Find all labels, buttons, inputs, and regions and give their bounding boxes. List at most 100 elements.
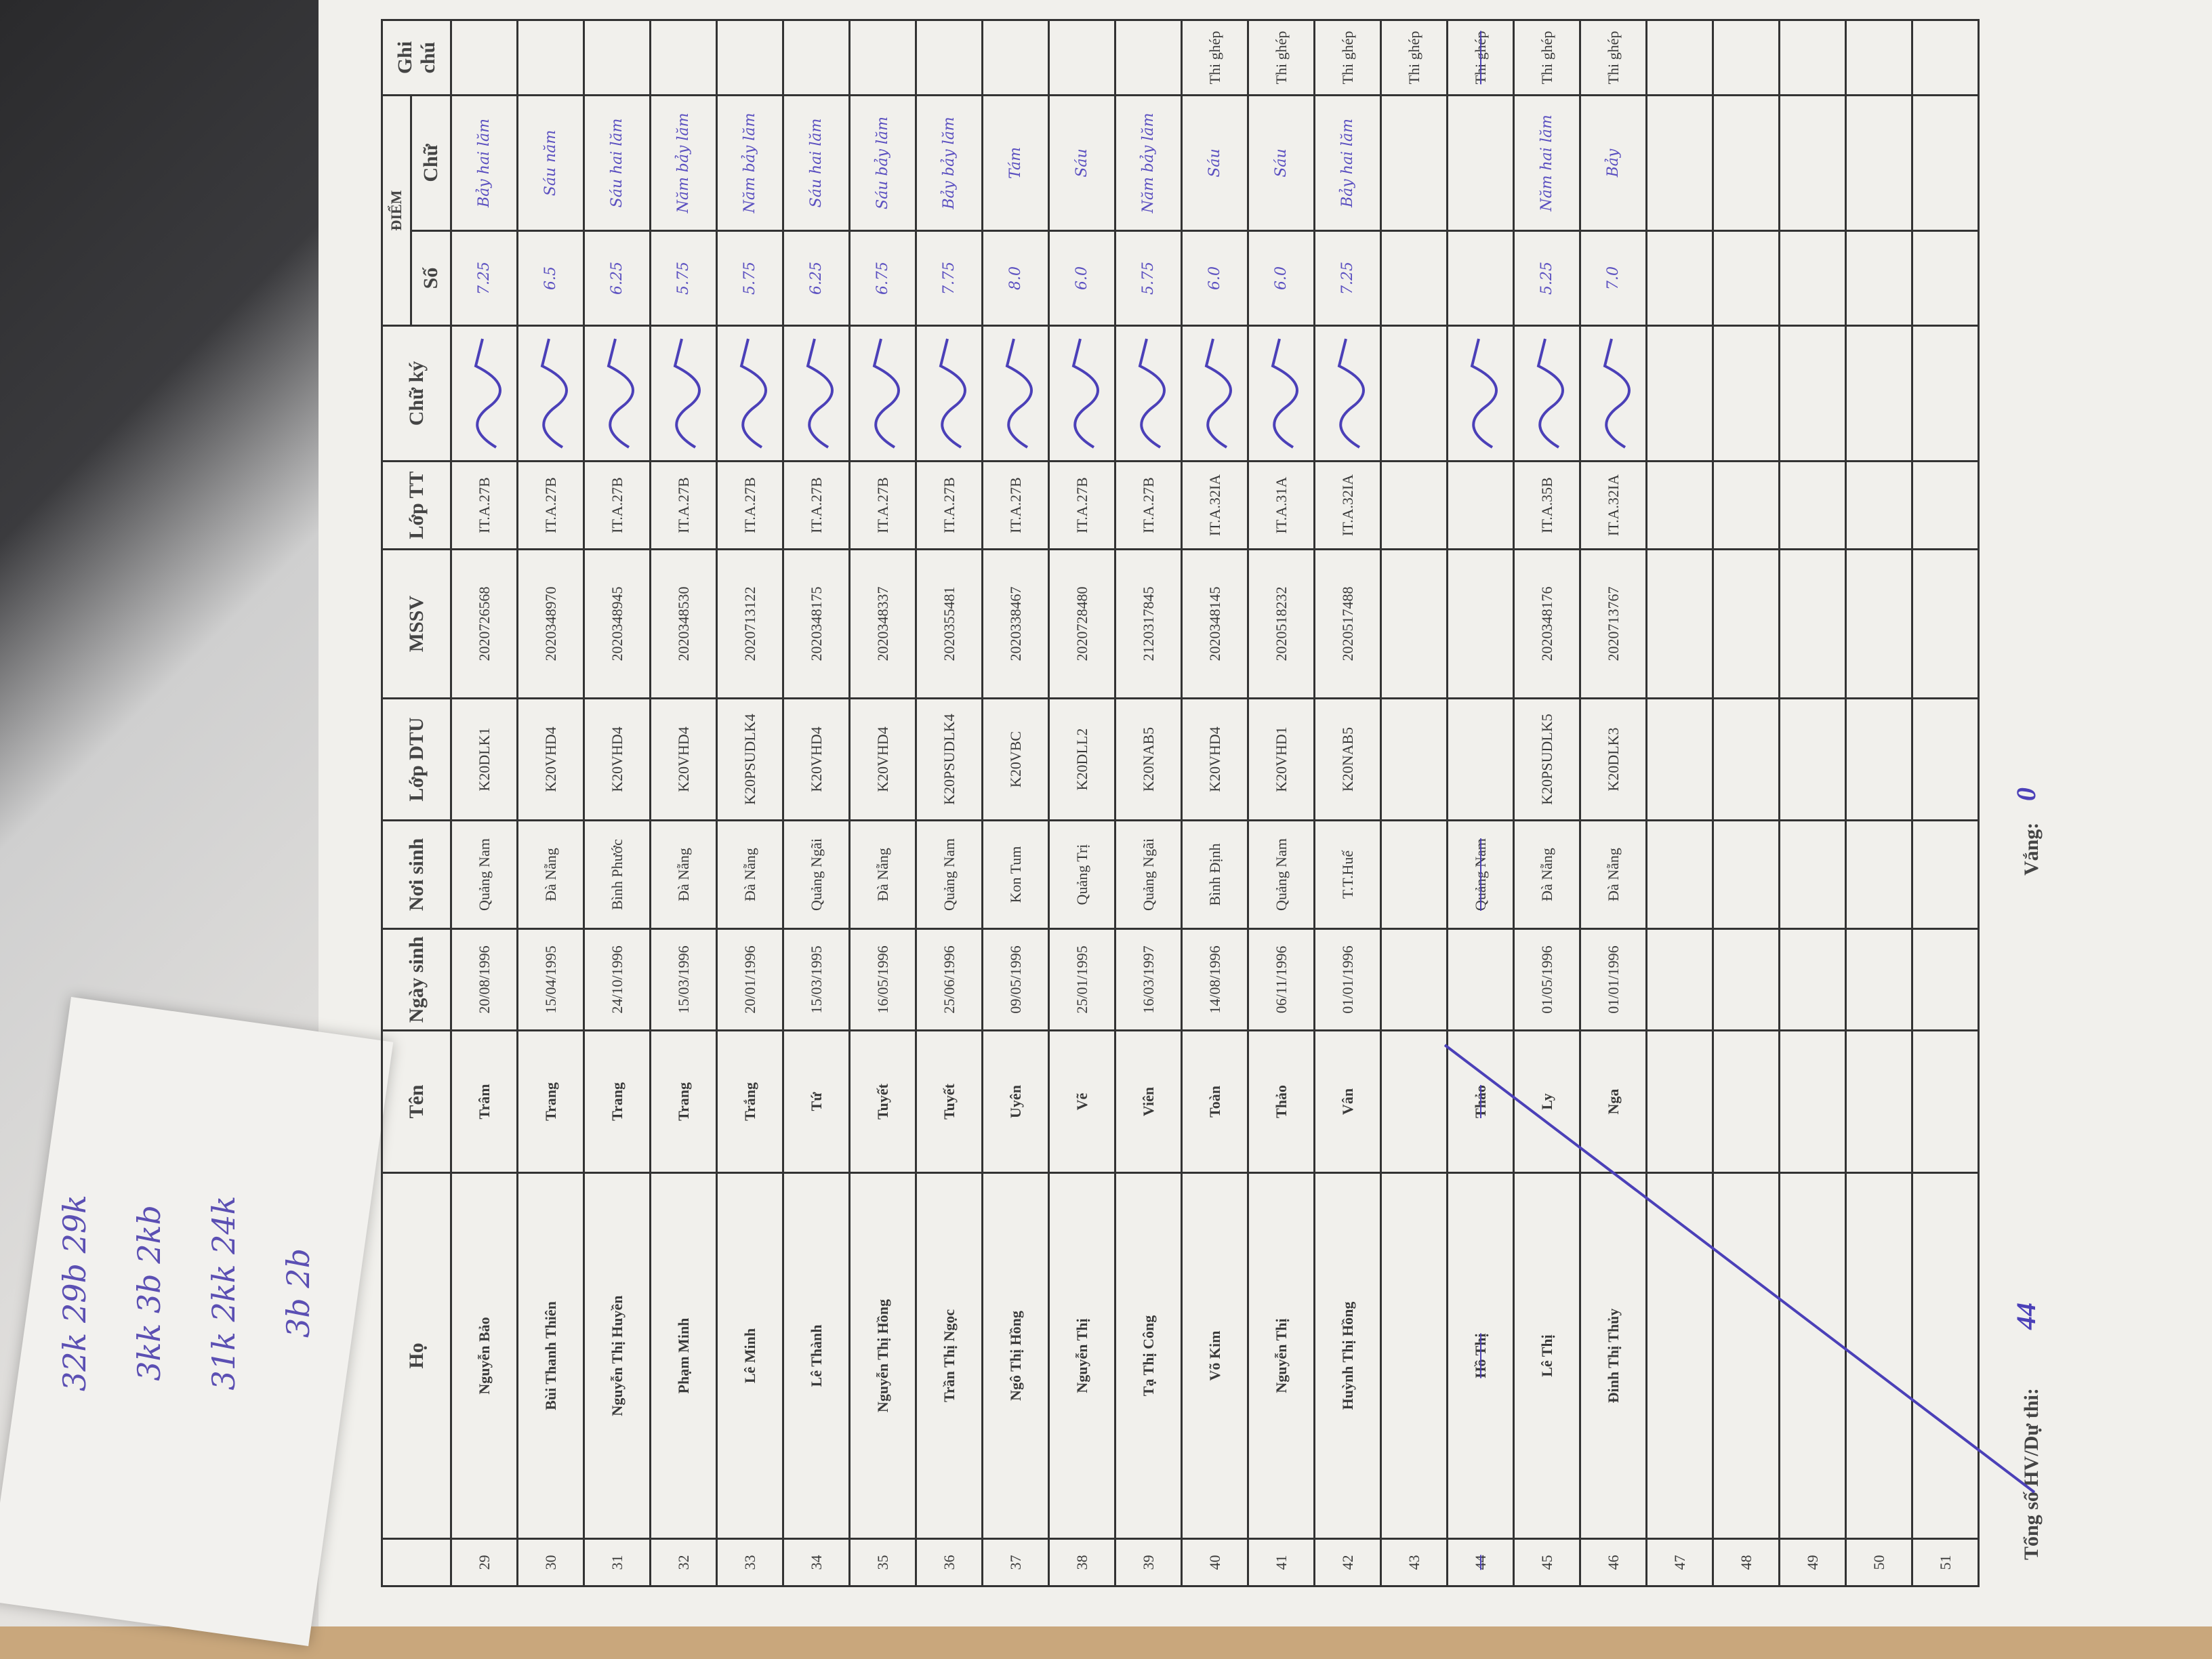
ho-cell: Hồ Thị <box>1447 1172 1514 1539</box>
noi-sinh-cell: Quảng Nam <box>1248 820 1315 929</box>
lop-dtu-cell: K20VHD1 <box>1248 698 1315 821</box>
ten-cell: Toàn <box>1181 1030 1248 1173</box>
so-cell <box>1646 230 1713 326</box>
noi-sinh-cell: Quảng Ngãi <box>783 820 850 929</box>
ten-cell <box>1380 1030 1448 1173</box>
table-row: 42 Huỳnh Thị Hồng Vân 01/01/1996 T.T.Huế K20N… <box>1314 20 1381 1586</box>
lop-dtu-cell: K20VHD4 <box>849 698 916 821</box>
ngay-sinh-cell <box>1779 928 1846 1031</box>
so-cell: 6.0 <box>1048 230 1115 326</box>
lop-dtu-cell: K20NAB5 <box>1314 698 1381 821</box>
ghi-chu-cell: Thi ghép <box>1248 20 1315 96</box>
signature-cell <box>1513 325 1580 462</box>
chu-cell: Sáu hai lăm <box>783 95 850 231</box>
ngay-sinh-cell: 01/01/1996 <box>1580 928 1647 1031</box>
signature-mark <box>1138 339 1166 449</box>
signature-mark <box>540 339 568 449</box>
header-chu-ky: Chữ ký <box>382 325 451 462</box>
lop-tt-cell: IT.A.27B <box>1048 461 1115 550</box>
ngay-sinh-cell <box>1646 928 1713 1031</box>
signature-cell <box>517 325 584 462</box>
table-row: 40 Võ Kim Toàn 14/08/1996 Bình Định K20VHD4 20… <box>1181 20 1248 1586</box>
signature-cell <box>916 325 983 462</box>
lop-tt-cell: IT.A.27B <box>650 461 717 550</box>
ngay-sinh-cell <box>1380 928 1448 1031</box>
lop-tt-cell: IT.A.32IA <box>1580 461 1647 550</box>
so-cell: 5.75 <box>716 230 783 326</box>
lop-dtu-cell: K20VHD4 <box>783 698 850 821</box>
ten-cell <box>1779 1030 1846 1173</box>
signature-mark <box>1337 339 1365 449</box>
chu-cell: Bảy hai lăm <box>1314 95 1381 231</box>
lop-dtu-cell <box>1447 698 1514 821</box>
signature-mark <box>739 339 767 449</box>
noi-sinh-cell: Bình Định <box>1181 820 1248 929</box>
ghi-chu-cell: Thi ghép <box>1447 20 1514 96</box>
ten-cell: Ly <box>1513 1030 1580 1173</box>
mssv-cell: 2020355481 <box>916 549 983 699</box>
lop-dtu-cell <box>1713 698 1780 821</box>
lop-dtu-cell: K20VBC <box>982 698 1049 821</box>
lop-tt-cell: IT.A.27B <box>916 461 983 550</box>
stt-cell: 29 <box>451 1538 518 1586</box>
so-cell: 5.75 <box>1115 230 1182 326</box>
signature-mark <box>1470 339 1498 449</box>
lop-dtu-cell <box>1779 698 1846 821</box>
ngay-sinh-cell: 01/01/1996 <box>1314 928 1381 1031</box>
ho-cell: Đinh Thị Thủy <box>1580 1172 1647 1539</box>
ghi-chu-cell <box>1912 20 1979 96</box>
noi-sinh-cell <box>1779 820 1846 929</box>
ho-cell: Nguyễn Bảo <box>451 1172 518 1539</box>
ghi-chu-cell <box>1845 20 1912 96</box>
signature-mark <box>1005 339 1033 449</box>
so-cell: 5.25 <box>1513 230 1580 326</box>
table-row: 29 Nguyễn Bảo Trâm 20/08/1996 Quảng Nam K20DL… <box>451 20 518 1586</box>
lop-tt-cell: IT.A.27B <box>783 461 850 550</box>
signature-mark <box>939 339 966 449</box>
ngay-sinh-cell: 01/05/1996 <box>1513 928 1580 1031</box>
signature-mark <box>607 339 634 449</box>
so-cell: 8.0 <box>982 230 1049 326</box>
chu-cell: Năm bảy lăm <box>1115 95 1182 231</box>
table-row: 47 <box>1646 20 1713 1586</box>
ghi-chu-cell <box>1713 20 1780 96</box>
ho-cell: Tạ Thị Công <box>1115 1172 1182 1539</box>
ghi-chu-cell <box>916 20 983 96</box>
lop-tt-cell: IT.A.27B <box>1115 461 1182 550</box>
chu-cell: Năm bảy lăm <box>650 95 717 231</box>
ten-cell: Trang <box>517 1030 584 1173</box>
chu-cell: Sáu hai lăm <box>583 95 651 231</box>
so-cell: 6.0 <box>1181 230 1248 326</box>
stt-cell: 31 <box>583 1538 651 1586</box>
lop-dtu-cell: K20DLK3 <box>1580 698 1647 821</box>
header-ghi-chu: Ghi chú <box>382 20 451 96</box>
ten-cell: Uyên <box>982 1030 1049 1173</box>
signature-cell <box>583 325 651 462</box>
so-cell: 6.0 <box>1248 230 1315 326</box>
ghi-chu-cell <box>1779 20 1846 96</box>
mssv-cell <box>1380 549 1448 699</box>
mssv-cell: 2020728480 <box>1048 549 1115 699</box>
mssv-cell: 2020713767 <box>1580 549 1647 699</box>
ghi-chu-cell <box>517 20 584 96</box>
ho-cell: Lê Thị <box>1513 1172 1580 1539</box>
ten-cell: Viên <box>1115 1030 1182 1173</box>
stt-cell: 38 <box>1048 1538 1115 1586</box>
signature-cell <box>650 325 717 462</box>
table-row: 34 Lê Thành Tứ 15/03/1995 Quảng Ngãi K20VHD4 2… <box>783 20 850 1586</box>
lop-dtu-cell: K20PSUDLK5 <box>1513 698 1580 821</box>
ten-cell: Trâm <box>451 1030 518 1173</box>
ten-cell: Tuyết <box>916 1030 983 1173</box>
lop-tt-cell <box>1912 461 1979 550</box>
stt-cell: 40 <box>1181 1538 1248 1586</box>
ten-cell: Thảo <box>1248 1030 1315 1173</box>
ngay-sinh-cell: 20/01/1996 <box>716 928 783 1031</box>
stt-cell: 42 <box>1314 1538 1381 1586</box>
so-cell: 6.5 <box>517 230 584 326</box>
chu-cell: Sáu bảy lăm <box>849 95 916 231</box>
margin-note: 32k 29b 29k <box>56 1194 93 1392</box>
ngay-sinh-cell: 15/03/1995 <box>783 928 850 1031</box>
ghi-chu-cell <box>849 20 916 96</box>
noi-sinh-cell: Quảng Nam <box>1447 820 1514 929</box>
stt-cell: 44 <box>1447 1538 1514 1586</box>
